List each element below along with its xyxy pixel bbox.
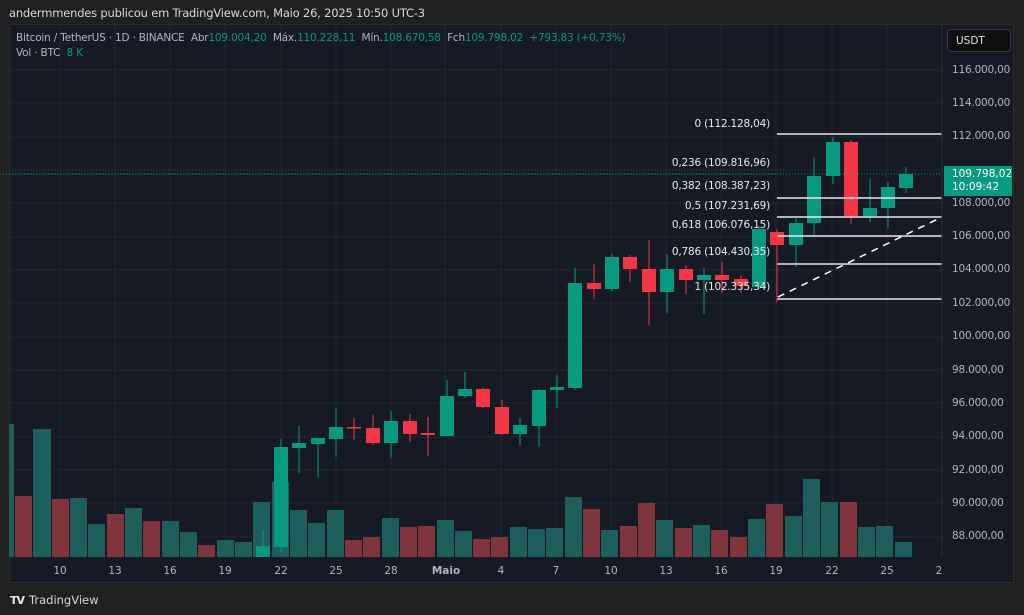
- fib-label: 0,236 (109.816,96): [671, 157, 770, 169]
- fib-label: 0,786 (104.430,35): [671, 246, 770, 258]
- last-price: 109.798,02: [952, 168, 1013, 180]
- change-value: +793,83 (+0,73%): [529, 32, 626, 44]
- fib-trend-line[interactable]: [777, 216, 943, 298]
- x-tick: 10: [604, 565, 618, 577]
- y-tick: 90.000,00: [952, 497, 1004, 509]
- tradingview-brand[interactable]: TV TradingView: [10, 593, 99, 607]
- y-tick: 98.000,00: [952, 364, 1004, 376]
- y-tick: 114.000,00: [952, 97, 1011, 109]
- x-tick: 2: [935, 565, 943, 577]
- y-tick: 92.000,00: [952, 464, 1004, 476]
- x-tick-month: Maio: [431, 565, 461, 577]
- x-tick: 13: [108, 565, 122, 577]
- fibonacci-lines: [777, 133, 942, 300]
- x-tick: 19: [769, 565, 783, 577]
- y-tick: 102.000,00: [952, 297, 1011, 309]
- fib-label: 0,5 (107.231,69): [684, 200, 770, 212]
- y-tick: 94.000,00: [952, 430, 1004, 442]
- x-tick: 4: [497, 565, 505, 577]
- y-tick: 108.000,00: [952, 197, 1011, 209]
- x-tick: 28: [384, 565, 398, 577]
- x-tick: 7: [552, 565, 560, 577]
- published-line: andermmendes publicou em TradingView.com…: [9, 6, 425, 20]
- y-tick: 106.000,00: [952, 230, 1011, 242]
- volume-bars: [9, 424, 912, 557]
- currency-button[interactable]: USDT: [947, 29, 1011, 52]
- x-tick: 22: [274, 565, 288, 577]
- y-tick: 88.000,00: [952, 530, 1004, 542]
- fib-label: 0,618 (106.076,15): [671, 219, 770, 231]
- x-tick: 16: [163, 565, 177, 577]
- low-value: 108.670,58: [382, 32, 441, 44]
- tradingview-logo-icon: TV: [10, 593, 25, 607]
- y-tick: 112.000,00: [952, 130, 1011, 142]
- y-tick: 104.000,00: [952, 263, 1011, 275]
- last-price-tag: 109.798,02 10:09:42: [944, 166, 1012, 196]
- y-tick: 96.000,00: [952, 397, 1004, 409]
- x-tick: 22: [825, 565, 839, 577]
- x-tick: 19: [218, 565, 232, 577]
- close-value: 109.798,02: [464, 32, 524, 44]
- fib-label: 0,382 (108.387,23): [671, 180, 770, 192]
- brand-name: TradingView: [29, 593, 99, 607]
- y-tick: 100.000,00: [952, 330, 1011, 342]
- y-tick: 116.000,00: [952, 64, 1011, 76]
- bar-countdown: 10:09:42: [952, 181, 1000, 193]
- x-tick: 10: [53, 565, 67, 577]
- fib-label: 1 (102.335,34): [694, 281, 770, 293]
- volume-label[interactable]: Vol · BTC: [16, 47, 61, 59]
- symbol-legend: Bitcoin / TetherUS · 1D · BINANCE Abr109…: [16, 32, 626, 59]
- symbol-name[interactable]: Bitcoin / TetherUS · 1D · BINANCE: [16, 32, 185, 44]
- volume-value: 8 K: [66, 47, 84, 59]
- x-tick: 25: [329, 565, 343, 577]
- fib-label: 0 (112.128,04): [694, 118, 770, 130]
- x-tick: 25: [880, 565, 894, 577]
- x-tick: 13: [659, 565, 673, 577]
- x-tick: 16: [714, 565, 728, 577]
- high-value: 110.228,11: [297, 32, 356, 44]
- open-value: 109.004,20: [208, 32, 267, 44]
- grid: [10, 25, 943, 557]
